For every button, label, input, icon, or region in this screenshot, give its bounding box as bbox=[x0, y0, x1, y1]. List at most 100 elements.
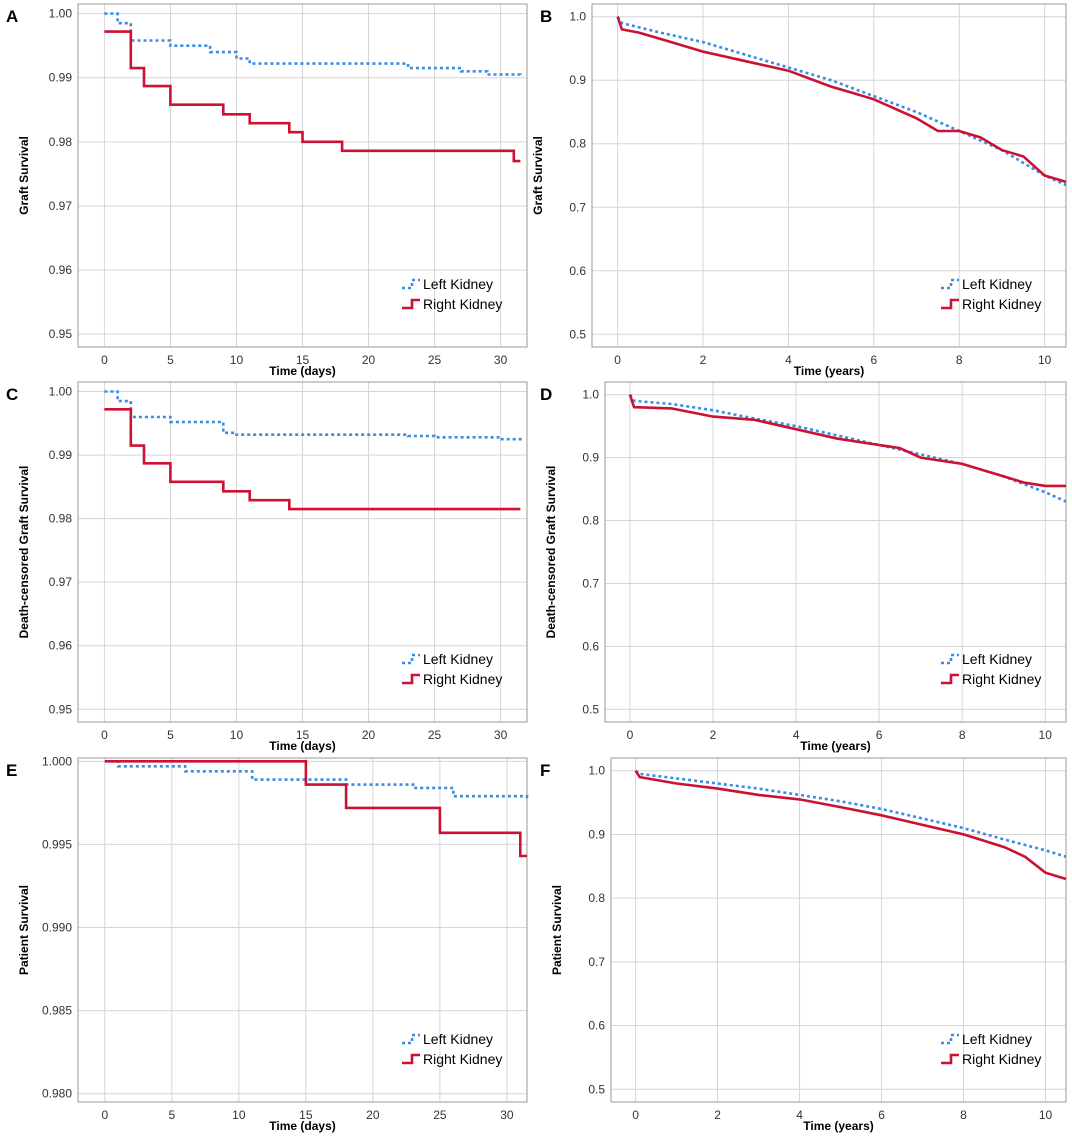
panel-b-xtick-label: 6 bbox=[870, 353, 877, 367]
panel-b-ytick-label: 1.0 bbox=[569, 10, 586, 24]
panel-d-y-axis-label: Death-censored Graft Survival bbox=[544, 466, 558, 639]
panel-e-xtick-label: 10 bbox=[232, 1108, 246, 1122]
panel-e-legend-right-label: Right Kidney bbox=[423, 1051, 502, 1067]
panel-d-legend-right-label: Right Kidney bbox=[962, 671, 1041, 687]
panel-c-xtick-label: 20 bbox=[362, 728, 376, 742]
panel-b-xtick-label: 0 bbox=[614, 353, 621, 367]
panel-c-xtick-label: 15 bbox=[296, 728, 310, 742]
panel-f-ytick-label: 0.7 bbox=[588, 955, 605, 969]
panel-e-ytick-label: 0.985 bbox=[42, 1004, 72, 1018]
panel-a-ytick-label: 0.98 bbox=[49, 135, 73, 149]
panel-f-legend-left-label: Left Kidney bbox=[962, 1031, 1032, 1047]
panel-b-legend-right-symbol bbox=[941, 298, 959, 310]
panel-e-ytick-label: 1.000 bbox=[42, 754, 72, 768]
panel-d-left-kidney-line bbox=[628, 393, 1067, 503]
panel-c-ytick-label: 1.00 bbox=[49, 385, 73, 399]
panel-e-xtick-label: 0 bbox=[101, 1108, 108, 1122]
panel-c-x-axis-label: Time (days) bbox=[269, 739, 335, 753]
panel-a-legend-right-symbol bbox=[402, 298, 420, 310]
panel-a-frame bbox=[77, 3, 528, 348]
panel-e-ytick-label: 0.980 bbox=[42, 1087, 72, 1101]
panel-d-xtick-label: 4 bbox=[793, 728, 800, 742]
panel-f-right-kidney-line bbox=[634, 769, 1067, 881]
panel-f-ytick-label: 0.5 bbox=[588, 1082, 605, 1096]
panel-b-right-kidney-line bbox=[616, 16, 1067, 184]
panel-c-legend-right-symbol bbox=[402, 673, 420, 685]
panel-f-xtick-label: 10 bbox=[1039, 1108, 1053, 1122]
panel-c-legend-left-label: Left Kidney bbox=[423, 651, 493, 667]
panel-c-left-kidney-line bbox=[104, 390, 522, 442]
panel-a-legend-right-label: Right Kidney bbox=[423, 296, 502, 312]
panel-a-legend-left-label: Left Kidney bbox=[423, 276, 493, 292]
panel-d-xtick-label: 6 bbox=[876, 728, 883, 742]
panel-d-ytick-label: 0.7 bbox=[582, 576, 599, 590]
panel-d-x-axis-label: Time (years) bbox=[800, 739, 870, 753]
panel-d-ytick-label: 0.9 bbox=[582, 451, 599, 465]
panel-b-x-axis-label: Time (years) bbox=[794, 364, 864, 378]
panel-f-xtick-label: 6 bbox=[878, 1108, 885, 1122]
panel-f-ytick-label: 0.9 bbox=[588, 827, 605, 841]
panel-d-xtick-label: 8 bbox=[959, 728, 966, 742]
panel-a-xtick-label: 20 bbox=[362, 353, 376, 367]
panel-c-ytick-label: 0.99 bbox=[49, 448, 73, 462]
panel-c-ytick-label: 0.96 bbox=[49, 639, 73, 653]
panel-c-ytick-label: 0.97 bbox=[49, 575, 73, 589]
panel-b-ytick-label: 0.6 bbox=[569, 264, 586, 278]
panel-b-ytick-label: 0.7 bbox=[569, 200, 586, 214]
panel-c-letter: C bbox=[6, 385, 18, 404]
panel-f-ytick-label: 1.0 bbox=[588, 764, 605, 778]
panel-e-x-axis-label: Time (days) bbox=[269, 1119, 335, 1133]
panel-a-right-kidney-line bbox=[104, 30, 521, 163]
panel-d-ytick-label: 0.5 bbox=[582, 702, 599, 716]
panel-a-xtick-label: 5 bbox=[167, 353, 174, 367]
panel-a-ytick-label: 1.00 bbox=[49, 7, 73, 21]
panel-c-xtick-label: 30 bbox=[494, 728, 508, 742]
panel-d-letter: D bbox=[540, 385, 552, 404]
panel-a-xtick-label: 0 bbox=[101, 353, 108, 367]
panel-c-xtick-label: 25 bbox=[428, 728, 442, 742]
panel-e-frame bbox=[77, 757, 528, 1103]
panel-a-legend-left-symbol bbox=[402, 278, 420, 290]
panel-a-ytick-label: 0.99 bbox=[49, 71, 73, 85]
panel-f-xtick-label: 2 bbox=[714, 1108, 721, 1122]
panel-e-left-kidney-line bbox=[104, 760, 529, 802]
panel-c-legend-left-symbol bbox=[402, 653, 420, 665]
panel-d-xtick-label: 10 bbox=[1039, 728, 1053, 742]
panel-e-ytick-label: 0.990 bbox=[42, 921, 72, 935]
panel-e-y-axis-label: Patient Survival bbox=[17, 885, 31, 975]
panel-d: 0 2 4 6 8 10 0.5 0.6 0.7 0.8 0.9 1.0 Time (years) Dea… bbox=[540, 381, 1067, 753]
panel-f-legend-right-label: Right Kidney bbox=[962, 1051, 1041, 1067]
panel-c-xtick-label: 0 bbox=[101, 728, 108, 742]
panel-e-legend-left-label: Left Kidney bbox=[423, 1031, 493, 1047]
panel-b-ytick-label: 0.5 bbox=[569, 327, 586, 341]
panel-d-ytick-label: 0.6 bbox=[582, 639, 599, 653]
panel-e-xtick-label: 5 bbox=[168, 1108, 175, 1122]
panel-a-y-axis-label: Graft Survival bbox=[17, 136, 31, 215]
panel-d-legend-left-symbol bbox=[941, 653, 959, 665]
panel-d-ytick-label: 1.0 bbox=[582, 388, 599, 402]
panel-a-xtick-label: 10 bbox=[230, 353, 244, 367]
panel-c-xtick-label: 5 bbox=[167, 728, 174, 742]
panel-f-xtick-label: 0 bbox=[632, 1108, 639, 1122]
panel-a-x-axis-label: Time (days) bbox=[269, 364, 335, 378]
panel-d-legend-left-label: Left Kidney bbox=[962, 651, 1032, 667]
panel-e-letter: E bbox=[6, 761, 17, 780]
panel-c-legend-right-label: Right Kidney bbox=[423, 671, 502, 687]
panel-e-right-kidney-line bbox=[104, 760, 527, 858]
panel-b-left-kidney-line bbox=[616, 15, 1067, 187]
panel-a: 0 5 10 15 20 25 30 0.95 0.96 0.97 0.98 0.99 1.00 Time… bbox=[6, 3, 528, 378]
panel-a-ytick-label: 0.95 bbox=[49, 327, 73, 341]
panel-c-ytick-label: 0.95 bbox=[49, 702, 73, 716]
panel-b-letter: B bbox=[540, 7, 552, 26]
panel-e-xtick-label: 30 bbox=[500, 1108, 514, 1122]
panel-b-y-axis-label: Graft Survival bbox=[531, 136, 545, 215]
panel-a-xtick-label: 30 bbox=[494, 353, 508, 367]
panel-c-xtick-label: 10 bbox=[230, 728, 244, 742]
panel-f-legend-right-symbol bbox=[941, 1053, 959, 1065]
panel-d-frame bbox=[604, 381, 1067, 723]
panel-d-ytick-label: 0.8 bbox=[582, 514, 599, 528]
panel-f-left-kidney-line bbox=[634, 769, 1067, 858]
panel-b-legend-left-label: Left Kidney bbox=[962, 276, 1032, 292]
panel-d-right-kidney-line bbox=[628, 394, 1066, 488]
